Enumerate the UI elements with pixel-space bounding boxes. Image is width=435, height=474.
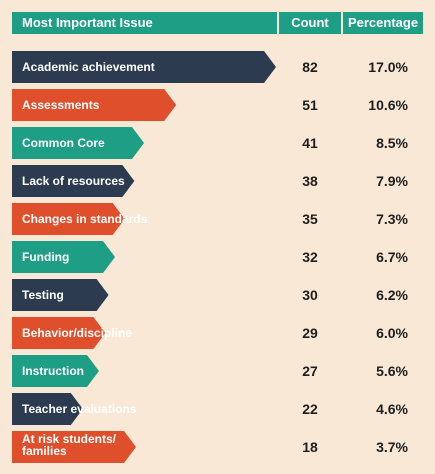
count-3: 38 — [302, 173, 318, 189]
bar-5 — [12, 241, 116, 273]
count-9: 22 — [302, 401, 318, 417]
percentage-4: 7.3% — [376, 211, 408, 227]
bar-label-4: Changes in standards — [22, 212, 148, 226]
percentage-1: 10.6% — [368, 97, 408, 113]
percentage-3: 7.9% — [376, 173, 408, 189]
header-issue: Most Important Issue — [12, 12, 277, 34]
bar-label-2: Common Core — [22, 136, 105, 150]
count-5: 32 — [302, 249, 318, 265]
header-percentage: Percentage — [343, 12, 423, 34]
bar-10 — [12, 431, 136, 463]
percentage-10: 3.7% — [376, 439, 408, 455]
bar-3 — [12, 165, 135, 197]
bar-4 — [12, 203, 125, 235]
percentage-5: 6.7% — [376, 249, 408, 265]
bar-0 — [12, 51, 276, 83]
count-10: 18 — [302, 439, 318, 455]
bar-label-1: Assessments — [22, 98, 100, 112]
percentage-0: 17.0% — [368, 59, 408, 75]
bar-label-10: At risk students/families — [22, 432, 117, 458]
percentage-9: 4.6% — [376, 401, 408, 417]
count-4: 35 — [302, 211, 318, 227]
count-1: 51 — [302, 97, 318, 113]
header-count: Count — [279, 12, 341, 34]
bar-label-7: Behavior/discipline — [22, 326, 132, 340]
bar-label-5: Funding — [22, 250, 69, 264]
bar-6 — [12, 279, 109, 311]
bar-9 — [12, 393, 83, 425]
percentage-7: 6.0% — [376, 325, 408, 341]
count-8: 27 — [302, 363, 318, 379]
bar-2 — [12, 127, 144, 159]
bar-1 — [12, 89, 177, 121]
bar-7 — [12, 317, 106, 349]
percentage-2: 8.5% — [376, 135, 408, 151]
bar-label-8: Instruction — [22, 364, 84, 378]
bar-label-3: Lack of resources — [22, 174, 125, 188]
bar-label-9: Teacher evaluations — [22, 402, 137, 416]
percentage-8: 5.6% — [376, 363, 408, 379]
count-7: 29 — [302, 325, 318, 341]
count-0: 82 — [302, 59, 318, 75]
bar-label-6: Testing — [22, 288, 64, 302]
count-6: 30 — [302, 287, 318, 303]
percentage-6: 6.2% — [376, 287, 408, 303]
bar-label-0: Academic achievement — [22, 60, 155, 74]
bar-8 — [12, 355, 99, 387]
count-2: 41 — [302, 135, 318, 151]
